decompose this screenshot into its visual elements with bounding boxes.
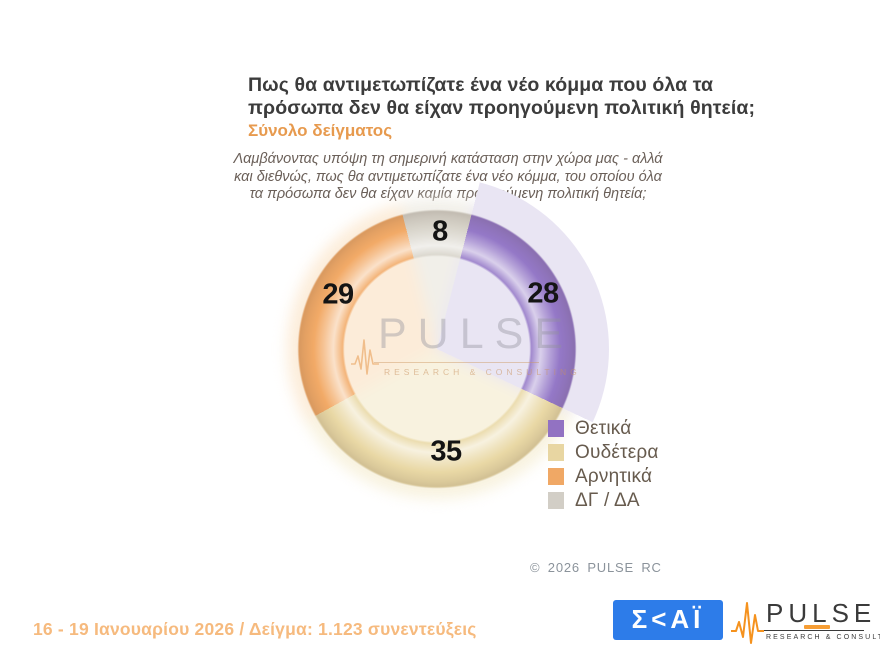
legend-label-negative: Αρνητικά xyxy=(575,465,653,487)
donut-tube-shine xyxy=(297,209,577,489)
legend-swatch-negative xyxy=(548,468,564,485)
legend-label-dg-da: ΔΓ / ΔΑ xyxy=(575,489,640,511)
skai-logo: Σ<ΑΪ xyxy=(613,600,723,640)
copyright-note: © 2026 PULSE RC xyxy=(530,560,662,575)
legend-item-negative: Αρνητικά xyxy=(548,465,659,487)
legend-item-neutral: Ουδέτερα xyxy=(548,441,659,463)
page-title-line-2: πρόσωπα δεν θα είχαν προηγούμενη πολιτικ… xyxy=(248,97,756,119)
legend-label-positive: Θετικά xyxy=(575,417,632,439)
pulse-logo-tagline: RESEARCH & CONSULTING xyxy=(766,634,880,641)
pulse-logo-divider xyxy=(764,630,864,631)
page-title: Πως θα αντιμετωπίζατε ένα νέο κόμμα που … xyxy=(248,74,756,120)
pulse-logo: PULSE RESEARCH & CONSULTING xyxy=(730,596,880,648)
legend-swatch-neutral xyxy=(548,444,564,461)
question-description: Λαμβάνοντας υπόψη τη σημερινή κατάσταση … xyxy=(218,151,678,204)
legend-swatch-dg-da xyxy=(548,492,564,509)
segment-value-positive: 28 xyxy=(527,277,559,310)
legend-label-neutral: Ουδέτερα xyxy=(575,441,659,463)
legend-item-positive: Θετικά xyxy=(548,417,659,439)
sample-subtitle: Σύνολο δείγματος xyxy=(248,121,393,140)
watermark-divider xyxy=(374,362,539,363)
legend-swatch-positive xyxy=(548,420,564,437)
segment-value-negative: 29 xyxy=(322,278,354,311)
watermark-tagline: RESEARCH & CONSULTING xyxy=(384,367,581,377)
description-line-1: Λαμβάνοντας υπόψη τη σημερινή κατάσταση … xyxy=(233,151,663,167)
pulse-waveform-icon xyxy=(731,602,764,644)
skai-logo-text: Σ<ΑΪ xyxy=(631,603,705,634)
legend-item-dg-da: ΔΓ / ΔΑ xyxy=(548,489,659,511)
chart-legend: Θετικά Ουδέτερα Αρνητικά ΔΓ / ΔΑ xyxy=(548,417,659,516)
pulse-logo-wordmark: PULSE xyxy=(766,598,877,628)
description-line-2: και διεθνώς, πως θα αντιμετωπίζατε ένα ν… xyxy=(234,168,662,185)
pulse-watermark: PULSE RESEARCH & CONSULTING xyxy=(340,308,577,388)
fieldwork-date-sample: 16 - 19 Ιανουαρίου 2026 / Δείγμα: 1.123 … xyxy=(33,619,477,639)
pulse-waveform-icon xyxy=(351,339,379,375)
watermark-wordmark: PULSE xyxy=(378,310,575,358)
segment-value-dg-da: 8 xyxy=(432,215,448,248)
page-title-line-1: Πως θα αντιμετωπίζατε ένα νέο κόμμα που … xyxy=(248,74,714,96)
segment-value-neutral: 35 xyxy=(430,435,462,468)
pulse-logo-accent xyxy=(804,625,830,629)
